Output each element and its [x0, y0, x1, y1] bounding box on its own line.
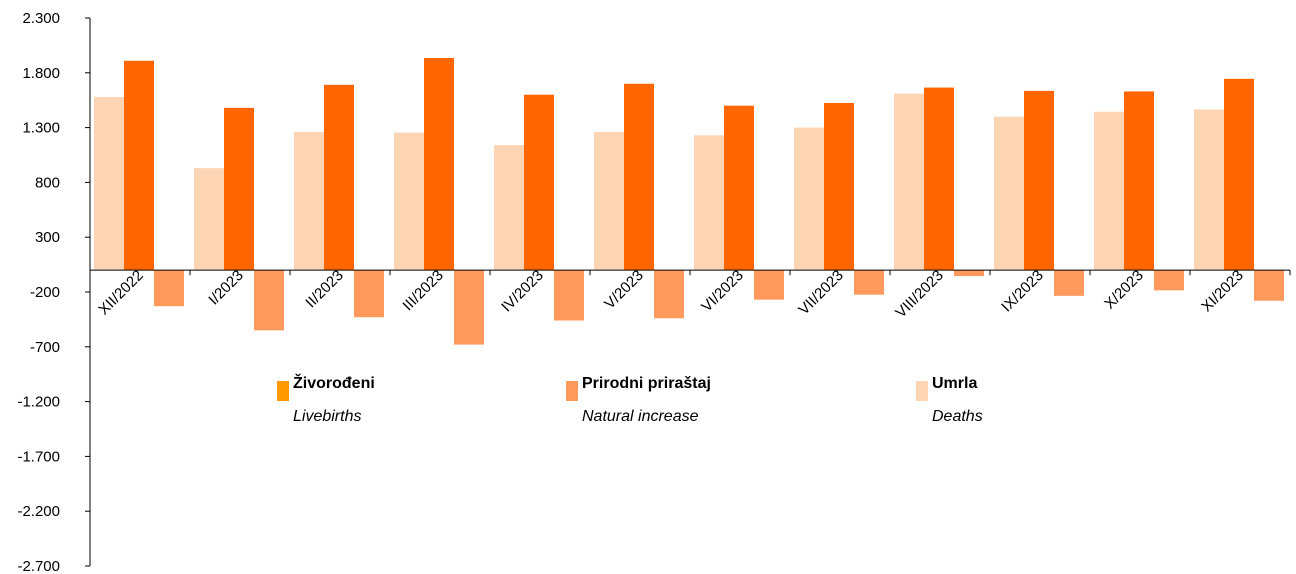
- bar: [1024, 90, 1054, 271]
- bar: [324, 84, 354, 271]
- bar: [294, 131, 324, 271]
- x-tick-label: V/2023: [601, 267, 647, 313]
- x-tick-label: X/2023: [1101, 267, 1147, 313]
- x-tick-label: VI/2023: [698, 267, 747, 316]
- bar: [824, 102, 854, 271]
- y-tick-label: -2.700: [17, 558, 60, 574]
- y-tick-label: -200: [30, 284, 60, 301]
- bar: [1094, 111, 1124, 271]
- bar: [754, 270, 784, 300]
- legend-label: Prirodni priraštaj: [582, 375, 711, 392]
- bar: [994, 116, 1024, 271]
- bar: [394, 132, 424, 271]
- y-tick-label: 1.800: [22, 65, 60, 82]
- bar: [494, 145, 524, 271]
- bar: [954, 270, 984, 277]
- y-tick-label: 800: [35, 174, 60, 191]
- bar: [1254, 270, 1284, 301]
- legend-label: Umrla: [932, 375, 977, 392]
- bar: [594, 131, 624, 271]
- y-tick-label: -1.200: [17, 394, 60, 411]
- legend-label: Živorođeni: [293, 373, 375, 392]
- y-tick-label: 2.300: [22, 10, 60, 27]
- bar: [624, 83, 654, 271]
- bar: [124, 60, 154, 271]
- x-tick-label: IX/2023: [998, 267, 1047, 316]
- bar: [524, 94, 554, 271]
- legend-marker: [277, 381, 289, 401]
- bar: [194, 168, 224, 271]
- x-tick-label: IV/2023: [498, 267, 547, 316]
- bar: [1054, 270, 1084, 296]
- x-tick-label: XII/2022: [95, 267, 147, 319]
- bar: [924, 87, 954, 271]
- bars: [94, 58, 1284, 345]
- bar: [794, 127, 824, 271]
- legend-sublabel: Livebirths: [293, 408, 361, 425]
- bar: [1224, 78, 1254, 271]
- x-tick-label: I/2023: [205, 267, 247, 309]
- bar: [724, 105, 754, 271]
- x-tick-label: XI/2023: [1198, 267, 1247, 316]
- bar: [94, 96, 124, 271]
- bar: [854, 270, 884, 295]
- bar: [224, 107, 254, 271]
- axes: 2.300 1.800 1.300 800 300 -200 -700 -1.200 -1.70…: [17, 10, 1291, 574]
- legend-marker: [566, 381, 578, 401]
- bar: [354, 270, 384, 318]
- y-tick-label: -700: [30, 339, 60, 356]
- legend-sublabel: Deaths: [932, 408, 983, 425]
- bar: [1124, 91, 1154, 271]
- y-tick-label: 1.300: [22, 120, 60, 137]
- bar: [154, 270, 184, 307]
- legend: Živorođeni Livebirths Prirodni priraštaj Na…: [277, 373, 983, 425]
- x-tick-label: VII/2023: [795, 267, 847, 319]
- legend-marker: [916, 381, 928, 401]
- bar: [1194, 109, 1224, 271]
- bar: [694, 135, 724, 271]
- x-tick-label: VIII/2023: [892, 267, 946, 321]
- bar: [554, 270, 584, 321]
- legend-sublabel: Natural increase: [582, 408, 699, 425]
- bar: [254, 270, 284, 331]
- y-tick-label: 300: [35, 229, 60, 246]
- bar: [424, 58, 454, 271]
- bar: [894, 93, 924, 271]
- x-tick-label: III/2023: [399, 267, 446, 314]
- x-tick-label: II/2023: [302, 267, 346, 311]
- bar: [654, 270, 684, 319]
- y-tick-label: -1.700: [17, 448, 60, 465]
- y-tick-label: -2.200: [17, 503, 60, 520]
- bar: [454, 270, 484, 345]
- bar: [1154, 270, 1184, 291]
